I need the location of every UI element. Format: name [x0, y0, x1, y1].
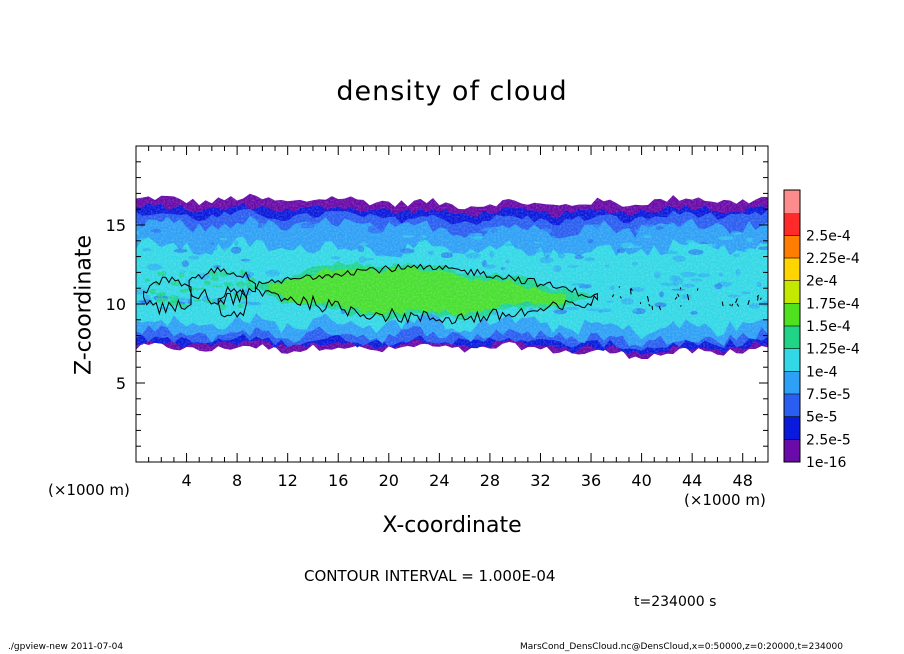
- colorbar-label: 2.5e-5: [806, 432, 851, 448]
- x-tick-label: 16: [328, 471, 348, 490]
- y-tick-label: 15: [106, 216, 126, 235]
- colorbar-swatch: [784, 348, 800, 372]
- colorbar-label: 5e-5: [806, 410, 837, 426]
- x-tick-label: 28: [480, 471, 500, 490]
- colorbar-swatch: [784, 212, 800, 236]
- colorbar-swatch: [784, 258, 800, 281]
- contour-interval-note: CONTOUR INTERVAL = 1.000E-04: [304, 567, 556, 585]
- contour-fragment: [680, 305, 682, 307]
- colorbar-label: 7.5e-5: [806, 387, 851, 403]
- colorbar-label: 1.5e-4: [806, 319, 851, 335]
- colorbar-swatch: [784, 235, 800, 259]
- time-label: t=234000 s: [634, 594, 717, 610]
- x-unit-note-right: (×1000 m): [684, 491, 766, 509]
- colorbar-label: 1.25e-4: [806, 342, 860, 358]
- colorbar-swatch: [784, 439, 800, 463]
- contour-lines: [143, 263, 762, 325]
- contour-fragment: [757, 296, 759, 301]
- colorbar-swatch: [784, 303, 800, 327]
- x-tick-label: 48: [733, 471, 753, 490]
- x-tick-label: 24: [429, 471, 449, 490]
- colorbar-label: 2.25e-4: [806, 251, 860, 267]
- heatmap-grain: [136, 193, 768, 358]
- contour-fragment: [747, 300, 750, 305]
- colorbar-swatch: [784, 371, 800, 395]
- contour-fragment: [759, 297, 762, 300]
- contour-fragment: [674, 296, 678, 300]
- contour-line: [143, 276, 192, 316]
- colorbar-swatch: [784, 190, 800, 213]
- colorbar: 1e-16 2.5e-5 5e-5 7.5e-5 1e-4 1.25e-4 1.5e-4 1.…: [783, 189, 860, 471]
- contour-fragment: [611, 294, 615, 298]
- contour-line: [255, 263, 598, 325]
- colorbar-swatch: [784, 416, 800, 440]
- x-tick-label: 4: [181, 471, 191, 490]
- x-tick-label: 40: [631, 471, 651, 490]
- contour-fragment: [639, 302, 642, 305]
- contour-fragment: [646, 295, 650, 302]
- x-tick-label: 20: [379, 471, 399, 490]
- heatmap-field: [136, 193, 768, 359]
- colorbar-label: 2e-4: [806, 274, 838, 290]
- colorbar-swatch: [784, 326, 800, 349]
- contour-fragment: [736, 303, 740, 307]
- contour-fragment: [696, 288, 699, 291]
- y-tick-label: 10: [106, 295, 126, 314]
- y-tick-label: 5: [116, 374, 126, 393]
- contour-fragment: [677, 293, 680, 297]
- y-axis-title: Z-coordinate: [71, 235, 97, 375]
- contour-fragment: [590, 302, 593, 306]
- colorbar-label: 1e-16: [806, 455, 846, 471]
- footer-right: MarsCond_DensCloud.nc@DensCloud,x=0:5000…: [520, 642, 843, 652]
- x-tick-label: 36: [581, 471, 601, 490]
- chart-title: density of cloud: [336, 76, 568, 107]
- contour-fragment: [630, 287, 633, 291]
- y-axis: 5 10 15: [106, 161, 768, 447]
- x-tick-label: 12: [278, 471, 298, 490]
- colorbar-swatch: [784, 394, 800, 417]
- contour-fragment: [756, 294, 760, 298]
- colorbar-swatch: [784, 280, 800, 304]
- contour-fragment: [731, 303, 734, 307]
- contour-fragment: [721, 301, 724, 307]
- colorbar-label: 1e-4: [806, 364, 838, 380]
- contour-fragment: [686, 294, 690, 301]
- x-tick-label: 44: [682, 471, 702, 490]
- x-axis: 4 8 12 16 20 24 28 32 36 40 44 48: [148, 146, 756, 490]
- contour-line: [188, 266, 256, 307]
- colorbar-label: 1.75e-4: [806, 296, 860, 312]
- contour-fragment: [648, 303, 651, 307]
- x-unit-note: (×1000 m): [48, 481, 130, 499]
- x-tick-label: 32: [530, 471, 550, 490]
- contour-fragment: [619, 296, 622, 299]
- x-axis-title: X-coordinate: [382, 513, 522, 538]
- contour-fragment: [658, 305, 662, 311]
- contour-line: [217, 285, 248, 318]
- footer-left: ./gpview-new 2011-07-04: [8, 642, 124, 652]
- contour-fragment: [735, 298, 738, 304]
- contour-fragment: [630, 288, 632, 295]
- x-tick-label: 8: [232, 471, 242, 490]
- colorbar-label: 2.5e-4: [806, 228, 851, 244]
